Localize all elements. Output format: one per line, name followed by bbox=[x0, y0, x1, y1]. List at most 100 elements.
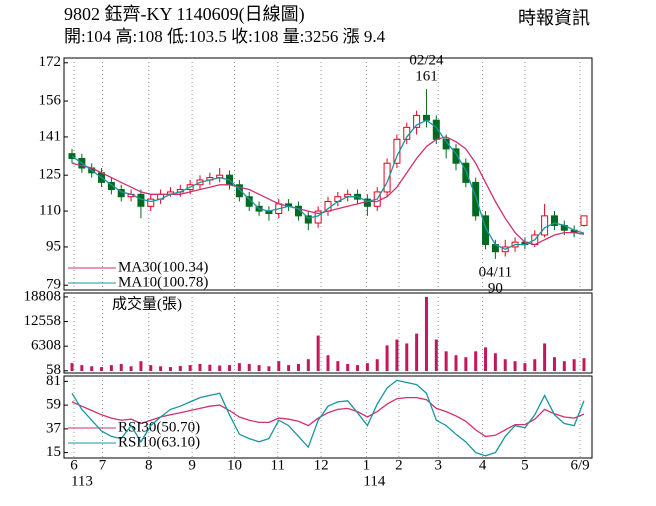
volume-bar bbox=[267, 366, 271, 372]
volume-bar bbox=[572, 359, 576, 372]
volume-bar bbox=[70, 363, 74, 372]
candle-body bbox=[383, 162, 391, 193]
y-tick-label: 12558 bbox=[24, 313, 62, 329]
y-tick-label: 172 bbox=[39, 54, 62, 70]
volume-bar bbox=[306, 359, 310, 372]
y-tick-label: 141 bbox=[39, 128, 62, 144]
volume-bar bbox=[582, 358, 586, 372]
volume-bar bbox=[444, 351, 448, 372]
year-label: 113 bbox=[71, 473, 93, 489]
x-tick-label: 6 bbox=[70, 457, 78, 473]
y-tick-label: 81 bbox=[46, 373, 61, 389]
y-tick-label: 58 bbox=[46, 362, 61, 378]
legend-label: RSI10(63.10) bbox=[118, 434, 200, 450]
rsi-panel bbox=[63, 375, 593, 459]
candle-body bbox=[107, 181, 115, 191]
volume-bar bbox=[237, 363, 241, 372]
volume-bar bbox=[257, 365, 261, 372]
candle-body bbox=[472, 181, 480, 217]
year-label: 114 bbox=[363, 473, 385, 489]
volume-bar bbox=[247, 363, 251, 372]
volume-bar bbox=[149, 365, 153, 372]
volume-bar bbox=[287, 365, 291, 372]
x-tick-label: 7 bbox=[99, 457, 107, 473]
candle-body bbox=[304, 215, 312, 224]
volume-bar bbox=[356, 365, 360, 372]
volume-bar bbox=[474, 351, 478, 372]
volume-bar bbox=[198, 363, 202, 372]
candle-body bbox=[580, 215, 588, 226]
volume-bar bbox=[493, 353, 497, 372]
volume-bar bbox=[346, 363, 350, 372]
panel-title: 成交量(張) bbox=[112, 294, 182, 312]
volume-bar bbox=[552, 357, 556, 372]
annotation-date: 02/24 bbox=[409, 53, 444, 69]
y-tick-label: 95 bbox=[46, 238, 61, 254]
legend-label: RSI30(50.70) bbox=[118, 419, 200, 435]
volume-bar bbox=[296, 363, 300, 372]
line-series bbox=[71, 396, 585, 438]
annotation-date: 04/11 bbox=[479, 264, 513, 280]
price-panel bbox=[63, 57, 593, 291]
volume-bar bbox=[543, 343, 547, 372]
volume-bar bbox=[326, 355, 330, 372]
y-tick-label: 15 bbox=[46, 444, 61, 460]
candle-body bbox=[482, 215, 490, 246]
volume-bar bbox=[277, 361, 281, 372]
volume-bar bbox=[434, 339, 438, 372]
candle-body bbox=[147, 198, 155, 207]
volume-bar bbox=[405, 343, 409, 372]
x-tick-label: 9 bbox=[188, 457, 196, 473]
candle-body bbox=[442, 138, 450, 150]
volume-bar bbox=[336, 361, 340, 372]
volume-bar bbox=[159, 366, 163, 372]
line-series bbox=[71, 119, 585, 251]
y-tick-label: 156 bbox=[39, 92, 62, 108]
x-tick-label: 10 bbox=[227, 457, 242, 473]
x-tick-label: 1 bbox=[363, 457, 371, 473]
x-tick-label: 8 bbox=[145, 457, 153, 473]
candle-body bbox=[550, 215, 558, 226]
volume-bar bbox=[375, 359, 379, 372]
volume-bar bbox=[562, 361, 566, 372]
volume-bar bbox=[395, 339, 399, 372]
x-tick-label: 12 bbox=[314, 457, 329, 473]
candle-body bbox=[68, 153, 76, 159]
volume-bar bbox=[385, 345, 389, 372]
candle-body bbox=[541, 215, 549, 236]
volume-bar bbox=[139, 361, 143, 372]
chart-title: 9802 鈺齊-KY 1140609(日線圖) bbox=[64, 4, 305, 25]
volume-bar bbox=[228, 365, 232, 372]
candle-body bbox=[422, 114, 430, 121]
y-tick-label: 59 bbox=[46, 397, 61, 413]
candle-body bbox=[462, 162, 470, 183]
x-tick-label: 3 bbox=[435, 457, 443, 473]
volume-bar bbox=[109, 365, 113, 372]
volume-bar bbox=[188, 365, 192, 372]
volume-panel bbox=[63, 292, 593, 374]
candle-body bbox=[413, 114, 421, 128]
volume-bar bbox=[365, 363, 369, 372]
volume-bar bbox=[208, 364, 212, 372]
source: 時報資訊 bbox=[518, 8, 590, 28]
candle-body bbox=[452, 148, 460, 164]
annotation-value: 90 bbox=[488, 280, 503, 296]
volume-bar bbox=[168, 367, 172, 372]
volume-bar bbox=[119, 363, 123, 372]
y-tick-label: 79 bbox=[46, 277, 61, 293]
legend-label: MA30(100.34) bbox=[118, 259, 208, 275]
volume-bar bbox=[80, 365, 84, 372]
volume-bar bbox=[90, 366, 94, 372]
volume-bar bbox=[129, 366, 133, 372]
y-tick-label: 18808 bbox=[24, 288, 62, 304]
candle-body bbox=[137, 193, 145, 207]
volume-bar bbox=[178, 365, 182, 372]
x-tick-label: 11 bbox=[271, 457, 285, 473]
candle-body bbox=[235, 184, 243, 198]
volume-bar bbox=[484, 347, 488, 372]
volume-bar bbox=[523, 363, 527, 372]
quote: 開:104 高:108 低:103.5 收:108 量:3256 漲 9.4 bbox=[64, 27, 386, 46]
y-tick-label: 125 bbox=[39, 167, 62, 183]
